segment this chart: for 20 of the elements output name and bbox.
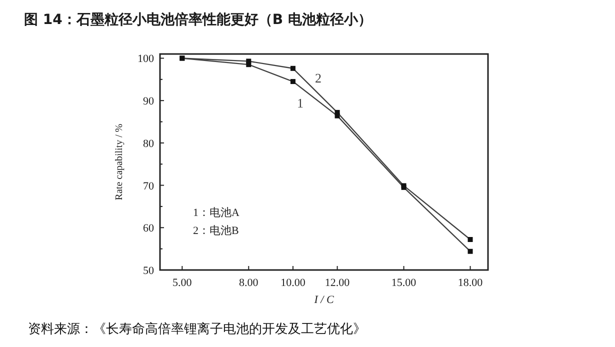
chart-title: 图 14：石墨粒径小电池倍率性能更好（B 电池粒径小） [24,11,372,28]
annotation: 1：电池A [193,206,240,219]
y-tick-label: 80 [143,138,154,150]
x-tick-label: 18.00 [458,277,484,289]
series-label: 2 [314,70,322,86]
x-tick-label: 8.00 [239,277,259,289]
text: 资料来源：《长寿命高倍率锂离子电池的开发及工艺优化》 [28,321,366,337]
series-label: 1 [296,96,304,111]
y-tick-label: 50 [143,265,154,277]
x-tick-label: 15.00 [391,277,417,289]
y-tick-label: 90 [143,96,154,108]
annotation: 2：电池B [193,224,239,237]
x-tick-label: 10.00 [280,277,306,289]
x-axis-title: I / C [313,294,334,306]
x-tick-label: 5.00 [172,277,192,289]
y-tick-label: 60 [143,222,154,235]
y-tick-label: 100 [138,53,154,66]
y-tick-label: 70 [143,180,154,192]
x-tick-label: 12.00 [324,277,350,289]
y-axis-title: Rate capability / % [114,124,125,200]
